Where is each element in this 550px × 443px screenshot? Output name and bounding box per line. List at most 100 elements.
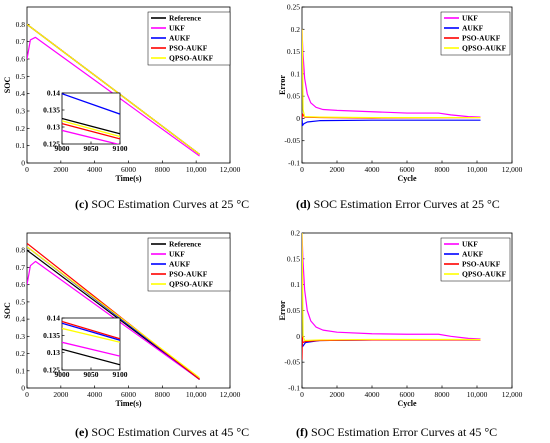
panel-d-series-qpso-aukf [302, 29, 481, 119]
x-tick-label: 2000 [330, 390, 345, 399]
y-tick-label: 0.6 [16, 280, 26, 289]
y-axis-label: Error [278, 300, 287, 320]
x-tick-label: 4000 [87, 165, 102, 174]
y-tick-label: 0.4 [16, 89, 26, 98]
panel-f-series-ukf [302, 233, 481, 340]
x-tick-label: 9100 [113, 144, 128, 153]
x-tick-label: 8000 [155, 165, 170, 174]
y-tick-label: 0.1 [291, 69, 301, 78]
y-tick-label: 0.7 [16, 263, 26, 272]
legend-label: QPSO-AUKF [169, 280, 214, 289]
inset-plot: 9000 9050 9100 0.125 0.13 0.135 0.14 [43, 314, 128, 380]
inset-c-series-aukf [62, 93, 120, 115]
series-group [27, 23, 200, 157]
x-axis-label: Time(s) [115, 174, 141, 183]
y-tick-label: 0.2 [16, 349, 26, 358]
x-tick-label: 6000 [400, 165, 415, 174]
x-tick-label: 6000 [121, 390, 136, 399]
inset-c-series-qpso-aukf [62, 120, 120, 138]
inset-plot: 9000 9050 9100 0.125 0.13 0.135 0.14 [43, 89, 128, 154]
x-tick-label: 8000 [155, 390, 170, 399]
caption-text: SOC Estimation Curves at 45 °C [88, 425, 249, 439]
legend-label: Reference [169, 240, 202, 249]
y-tick-label: 0.05 [287, 92, 300, 101]
y-tick-label: 0.14 [47, 314, 60, 323]
y-tick-label: 0.6 [16, 55, 26, 64]
legend-label: AUKF [462, 250, 484, 259]
y-tick-label: 0.2 [291, 229, 301, 238]
y-tick-label: 0.4 [16, 315, 26, 324]
panel-f-series-aukf [302, 336, 481, 348]
legend-label: AUKF [169, 260, 191, 269]
legend-label: PSO-AUKF [169, 270, 208, 279]
y-tick-label: 0.15 [287, 47, 300, 56]
legend-label: PSO-AUKF [169, 44, 208, 53]
legend-label: AUKF [169, 34, 191, 43]
caption-label: (e) [75, 425, 88, 439]
y-tick-label: 0.1 [16, 141, 26, 150]
caption: (c) SOC Estimation Curves at 25 °C [75, 197, 249, 211]
inset-c-series-reference [62, 117, 120, 135]
x-tick-label: 0 [300, 390, 304, 399]
y-tick-label: -0.05 [284, 136, 300, 145]
x-tick-label: 0 [25, 165, 29, 174]
y-tick-label: 0 [21, 384, 25, 393]
legend-label: UKF [462, 14, 478, 23]
inset-series-group [62, 93, 120, 144]
caption-label: (d) [296, 197, 311, 211]
y-tick-label: 0.3 [16, 107, 26, 116]
y-tick-label: 0 [296, 332, 300, 341]
x-tick-label: 9000 [55, 370, 70, 379]
y-tick-label: 0.5 [16, 297, 26, 306]
legend-label: PSO-AUKF [462, 34, 501, 43]
y-tick-label: 0.125 [43, 140, 60, 149]
y-tick-label: 0.8 [16, 246, 26, 255]
caption-text: SOC Estimation Error Curves at 25 °C [311, 197, 500, 211]
y-tick-label: -0.1 [288, 159, 300, 168]
legend-label: PSO-AUKF [462, 260, 501, 269]
x-axis-label: Cycle [397, 174, 417, 183]
panel-d-series-ukf [302, 29, 481, 118]
x-tick-label: 9000 [55, 144, 70, 153]
x-tick-label: 12,000 [502, 390, 523, 399]
x-tick-label: 4000 [365, 165, 380, 174]
panel-d: 0 2000 4000 6000 8000 10,000 12,000 -0.1 -0.05 0 0… [278, 3, 523, 212]
y-tick-label: 0.8 [16, 20, 26, 29]
y-tick-label: 0.25 [287, 3, 300, 12]
x-tick-label: 12,000 [220, 165, 241, 174]
y-axis-label: SOC [3, 77, 12, 94]
inset-e-series-qpso-aukf [62, 327, 120, 343]
series-group [302, 233, 481, 360]
y-tick-label: 0.13 [47, 123, 60, 132]
y-axis-label: SOC [3, 302, 12, 319]
inset-series-group [62, 320, 120, 366]
caption-text: SOC Estimation Curves at 25 °C [88, 197, 249, 211]
inset-e-series-aukf [62, 322, 120, 341]
inset-c-series-pso-aukf [62, 122, 120, 140]
inset-e-series-reference [62, 348, 120, 366]
y-tick-label: 0.7 [16, 37, 26, 46]
x-tick-label: 4000 [365, 390, 380, 399]
x-tick-label: 2000 [330, 165, 345, 174]
x-tick-label: 2000 [53, 165, 68, 174]
caption: (e) SOC Estimation Curves at 45 °C [75, 425, 249, 439]
y-tick-label: 0.1 [16, 366, 26, 375]
panel-d-series-aukf [302, 118, 481, 127]
panel-e-series-qpso-aukf [27, 246, 200, 379]
caption: (f) SOC Estimation Error Curves at 45 °C [296, 425, 497, 439]
y-tick-label: 0.125 [43, 366, 60, 375]
x-tick-label: 6000 [400, 390, 415, 399]
y-tick-label: 0.1 [291, 280, 301, 289]
y-tick-label: -0.1 [288, 384, 300, 393]
x-tick-label: 10,000 [467, 390, 488, 399]
y-tick-label: 0.15 [287, 254, 300, 263]
x-tick-label: 10,000 [186, 390, 207, 399]
y-axis-label: Error [278, 75, 287, 95]
y-tick-label: 0 [296, 114, 300, 123]
panel-c-series-qpso-aukf [27, 23, 200, 155]
y-tick-label: 0.3 [16, 332, 26, 341]
